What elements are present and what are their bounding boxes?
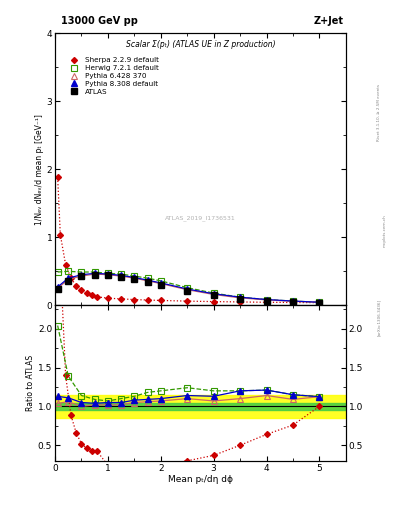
Sherpa 2.2.9 default [211, 298, 216, 305]
Line: ATLAS: ATLAS [55, 271, 323, 306]
Herwig 7.2.1 default [211, 290, 216, 296]
ATLAS [132, 276, 137, 283]
Pythia 6.428 370 [79, 273, 84, 279]
Herwig 7.2.1 default [92, 269, 97, 275]
ATLAS [106, 272, 110, 279]
Sherpa 2.2.9 default [317, 300, 322, 306]
Sherpa 2.2.9 default [55, 175, 60, 181]
ATLAS [55, 286, 60, 292]
Pythia 8.308 default [66, 275, 71, 281]
Text: mcplots.cern.ch: mcplots.cern.ch [382, 214, 386, 247]
Sherpa 2.2.9 default [58, 231, 62, 238]
Herwig 7.2.1 default [119, 271, 123, 277]
Pythia 6.428 370 [132, 275, 137, 281]
Text: [arXiv:1306.3436]: [arXiv:1306.3436] [377, 299, 381, 336]
Pythia 6.428 370 [55, 285, 60, 291]
Herwig 7.2.1 default [158, 278, 163, 284]
Sherpa 2.2.9 default [79, 287, 84, 293]
Pythia 8.308 default [132, 274, 137, 281]
Sherpa 2.2.9 default [290, 300, 295, 306]
Pythia 8.308 default [290, 298, 295, 304]
Pythia 8.308 default [185, 286, 189, 292]
ATLAS [211, 292, 216, 298]
X-axis label: Mean pₜ/dη dϕ: Mean pₜ/dη dϕ [168, 475, 233, 484]
Pythia 8.308 default [264, 296, 269, 303]
Pythia 8.308 default [79, 272, 84, 278]
ATLAS [119, 274, 123, 280]
Pythia 8.308 default [317, 299, 322, 305]
Line: Pythia 8.308 default: Pythia 8.308 default [55, 271, 322, 305]
Herwig 7.2.1 default [317, 299, 322, 305]
Sherpa 2.2.9 default [238, 299, 242, 305]
Sherpa 2.2.9 default [119, 296, 123, 302]
Pythia 8.308 default [158, 280, 163, 286]
Herwig 7.2.1 default [106, 270, 110, 276]
Line: Sherpa 2.2.9 default: Sherpa 2.2.9 default [55, 176, 321, 305]
Pythia 8.308 default [119, 272, 123, 279]
Pythia 6.428 370 [158, 281, 163, 287]
Pythia 8.308 default [92, 270, 97, 276]
Herwig 7.2.1 default [145, 275, 150, 281]
Legend: Sherpa 2.2.9 default, Herwig 7.2.1 default, Pythia 6.428 370, Pythia 8.308 defau: Sherpa 2.2.9 default, Herwig 7.2.1 defau… [64, 56, 160, 96]
Pythia 6.428 370 [119, 273, 123, 279]
Pythia 6.428 370 [145, 278, 150, 284]
Y-axis label: 1/Nₑᵥ dNₑᵥ/d mean pₜ [GeV⁻¹]: 1/Nₑᵥ dNₑᵥ/d mean pₜ [GeV⁻¹] [35, 114, 44, 225]
Pythia 6.428 370 [106, 272, 110, 278]
ATLAS [264, 297, 269, 304]
Sherpa 2.2.9 default [84, 290, 89, 296]
Line: Herwig 7.2.1 default: Herwig 7.2.1 default [55, 269, 322, 305]
Text: ATLAS_2019_I1736531: ATLAS_2019_I1736531 [165, 216, 236, 221]
Sherpa 2.2.9 default [63, 262, 68, 268]
Pythia 8.308 default [211, 291, 216, 297]
ATLAS [238, 295, 242, 302]
Pythia 8.308 default [106, 271, 110, 277]
Pythia 8.308 default [238, 294, 242, 300]
Herwig 7.2.1 default [79, 269, 84, 275]
Sherpa 2.2.9 default [264, 299, 269, 305]
ATLAS [317, 300, 322, 306]
Herwig 7.2.1 default [55, 269, 60, 275]
Sherpa 2.2.9 default [185, 298, 189, 304]
Pythia 6.428 370 [317, 299, 322, 305]
ATLAS [79, 273, 84, 279]
ATLAS [158, 282, 163, 288]
Y-axis label: Ratio to ATLAS: Ratio to ATLAS [26, 355, 35, 411]
ATLAS [145, 279, 150, 285]
Sherpa 2.2.9 default [158, 297, 163, 304]
Text: Rivet 3.1.10, ≥ 2.5M events: Rivet 3.1.10, ≥ 2.5M events [377, 84, 381, 141]
Pythia 6.428 370 [264, 297, 269, 303]
Sherpa 2.2.9 default [68, 275, 73, 281]
Sherpa 2.2.9 default [95, 294, 100, 300]
Text: 13000 GeV pp: 13000 GeV pp [61, 15, 138, 26]
Pythia 6.428 370 [92, 271, 97, 277]
Pythia 6.428 370 [238, 295, 242, 301]
ATLAS [66, 278, 71, 284]
ATLAS [92, 272, 97, 278]
Pythia 6.428 370 [185, 287, 189, 293]
Herwig 7.2.1 default [238, 294, 242, 300]
Herwig 7.2.1 default [264, 296, 269, 303]
Line: Pythia 6.428 370: Pythia 6.428 370 [55, 271, 322, 305]
Pythia 8.308 default [55, 284, 60, 290]
Herwig 7.2.1 default [185, 285, 189, 291]
Sherpa 2.2.9 default [132, 296, 137, 303]
Herwig 7.2.1 default [290, 298, 295, 304]
Sherpa 2.2.9 default [74, 283, 79, 289]
Pythia 8.308 default [145, 277, 150, 283]
Herwig 7.2.1 default [132, 273, 137, 279]
Pythia 6.428 370 [66, 276, 71, 283]
ATLAS [290, 298, 295, 305]
Herwig 7.2.1 default [66, 268, 71, 274]
Sherpa 2.2.9 default [145, 297, 150, 303]
Text: Z+Jet: Z+Jet [314, 15, 344, 26]
ATLAS [185, 288, 189, 294]
Text: Scalar Σ(pₜ) (ATLAS UE in Z production): Scalar Σ(pₜ) (ATLAS UE in Z production) [126, 40, 275, 49]
Pythia 6.428 370 [290, 298, 295, 304]
Sherpa 2.2.9 default [106, 295, 110, 301]
Sherpa 2.2.9 default [90, 292, 94, 298]
Pythia 6.428 370 [211, 291, 216, 297]
